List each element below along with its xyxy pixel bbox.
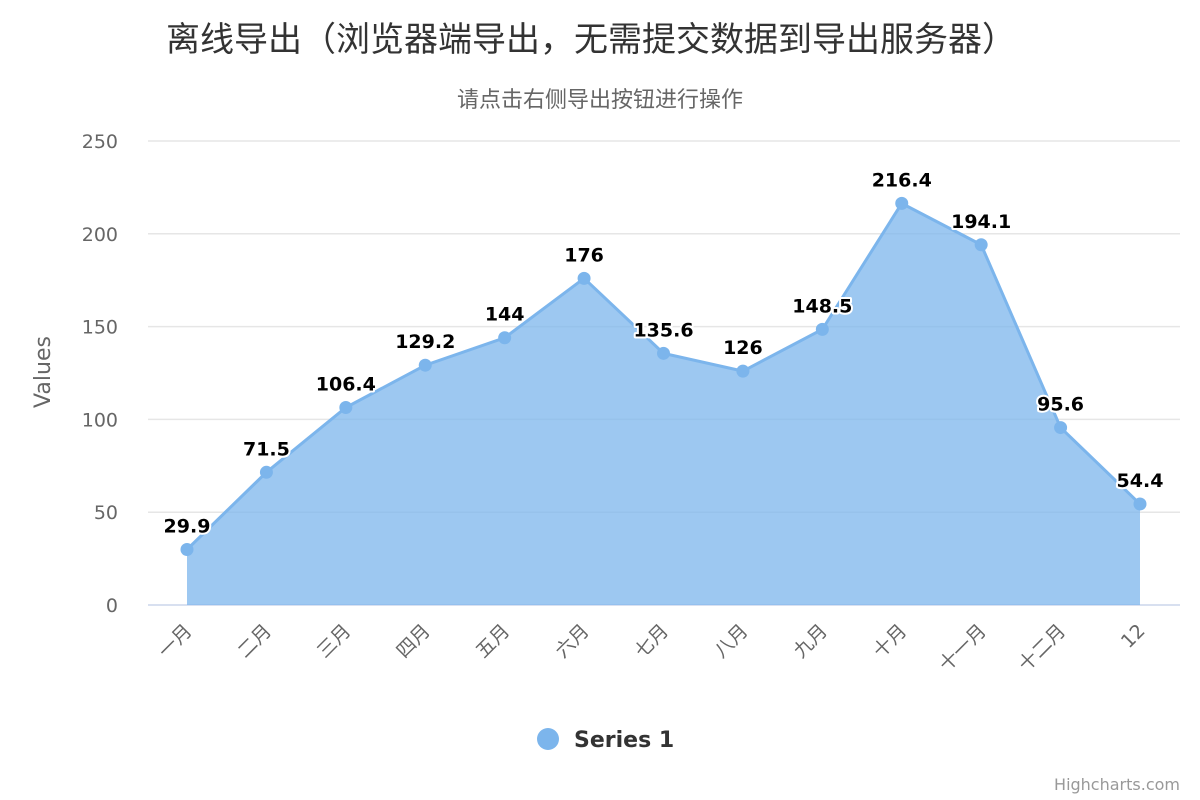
chart-title: 离线导出（浏览器端导出，无需提交数据到导出服务器） [166, 20, 1016, 60]
x-tick-label: 四月 [392, 620, 434, 662]
x-tick-label: 七月 [631, 620, 673, 662]
series-markers[interactable] [180, 196, 1147, 557]
data-point[interactable] [895, 196, 909, 210]
legend-marker-series-1[interactable] [537, 728, 559, 750]
data-point[interactable] [577, 271, 591, 285]
data-label: 135.6 [633, 319, 693, 341]
data-label: 129.2 [395, 331, 455, 353]
data-label: 176 [564, 244, 604, 266]
y-axis-title: Values [31, 336, 56, 408]
credits-link[interactable]: Highcharts.com [1054, 775, 1180, 794]
x-tick-label: 12 [1117, 620, 1150, 653]
data-label: 144 [485, 304, 525, 326]
data-label: 95.6 [1037, 394, 1084, 416]
chart-subtitle: 请点击右侧导出按钮进行操作 [456, 88, 743, 113]
data-point[interactable] [498, 331, 512, 345]
x-tick-label: 八月 [710, 620, 752, 662]
data-label: 71.5 [243, 438, 290, 460]
data-label: 148.5 [792, 295, 852, 317]
series-area-fill[interactable] [187, 203, 1140, 605]
data-labels: 29.9 71.5 106.4 129.2 144 176 135.6 126 148.5 216… [162, 167, 1166, 539]
x-tick-label: 一月 [154, 620, 196, 662]
y-axis-ticks: 0 50 100 150 200 250 [82, 131, 118, 617]
data-point[interactable] [657, 346, 670, 360]
x-tick-label: 九月 [789, 620, 831, 662]
data-point[interactable] [974, 238, 988, 252]
legend[interactable]: Series 1 [537, 728, 674, 753]
x-tick-label: 六月 [551, 620, 593, 662]
y-tick-label: 0 [106, 595, 118, 617]
x-tick-label: 十二月 [1014, 620, 1070, 676]
y-tick-label: 200 [82, 224, 118, 246]
data-point[interactable] [180, 543, 194, 557]
data-label: 54.4 [1117, 470, 1164, 492]
y-tick-label: 150 [82, 317, 118, 339]
legend-item-series-1[interactable]: Series 1 [574, 728, 674, 753]
data-point[interactable] [339, 401, 353, 415]
data-label: 194.1 [951, 211, 1011, 233]
data-label: 126 [723, 337, 763, 359]
data-point[interactable] [1054, 421, 1068, 435]
x-tick-label: 五月 [472, 620, 514, 662]
x-axis-ticks: 一月 二月 三月 四月 五月 六月 七月 八月 九月 十月 十一月 十二月 12 [154, 620, 1149, 676]
x-tick-label: 二月 [234, 620, 276, 662]
x-tick-label: 十一月 [935, 620, 991, 676]
series-area[interactable] [185, 201, 1142, 605]
data-point[interactable] [815, 322, 829, 336]
data-point[interactable] [1133, 497, 1147, 511]
y-tick-label: 100 [82, 409, 118, 431]
data-label: 106.4 [316, 374, 376, 396]
data-point[interactable] [259, 465, 273, 479]
y-tick-label: 50 [94, 502, 118, 524]
x-tick-label: 十月 [869, 620, 911, 662]
data-point[interactable] [736, 364, 750, 378]
y-tick-label: 250 [82, 131, 118, 153]
x-tick-label: 三月 [313, 620, 355, 662]
data-label: 29.9 [164, 516, 211, 538]
data-label: 216.4 [872, 169, 932, 191]
data-point[interactable] [418, 358, 432, 372]
